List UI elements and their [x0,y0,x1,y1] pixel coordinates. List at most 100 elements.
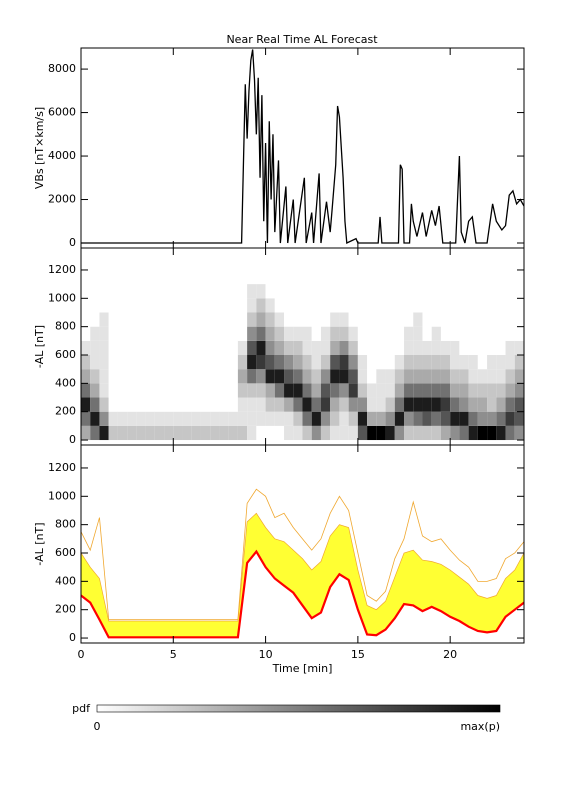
pdf-cell [514,397,524,412]
pdf-cell [404,425,414,441]
pdf-cell [330,284,340,299]
pdf-cell [154,312,165,327]
pdf-cell [247,425,257,441]
pdf-cell [394,312,405,327]
pdf-cell [413,284,423,299]
pdf-cell [90,425,100,441]
pdf-cell [339,284,349,299]
y-tick-label: 800 [55,320,76,333]
pdf-cell [431,312,441,327]
pdf-cell [265,369,275,384]
pdf-cell [385,298,395,313]
pdf-cell [274,411,285,426]
pdf-cell [302,312,312,327]
pdf-cell [108,284,118,299]
y-axis-label: -AL [nT] [33,325,46,368]
pdf-cell [487,298,497,313]
pdf-cell [440,369,451,384]
pdf-cell [136,397,146,412]
pdf-cell [265,383,275,398]
median-area [81,551,524,639]
pdf-cell [136,411,146,426]
pdf-cell [265,284,275,299]
pdf-cell [450,369,460,384]
pdf-cell [404,284,414,299]
pdf-cell [173,425,183,441]
pdf-cell [320,383,331,398]
pdf-cell [459,284,469,299]
pdf-cell [210,312,220,327]
pdf-cell [505,369,515,384]
pdf-cell [413,411,423,426]
pdf-cell [164,326,174,341]
pdf-cell [182,355,192,370]
pdf-cell [200,383,211,398]
pdf-cell [127,340,137,356]
pdf-cell [496,326,506,341]
pdf-cell [293,397,303,412]
pdf-cell [182,284,192,299]
pdf-cell [164,340,174,356]
pdf-cell [302,369,312,384]
pdf-cell [339,397,349,412]
pdf-cell [311,312,321,327]
pdf-cell [117,284,128,299]
pdf-cell [274,326,285,341]
pdf-cell [514,284,524,299]
pdf-cell [311,369,321,384]
pdf-cell [487,369,497,384]
pdf-cell [459,355,469,370]
pdf-cell [99,326,109,341]
pdf-cell [505,284,515,299]
pdf-cell [413,425,423,441]
pdf-cell [394,326,405,341]
pdf-cell [422,411,432,426]
colorbar [96,704,501,713]
pdf-cell [237,411,248,426]
pdf-cell [210,369,220,384]
pdf-cell [274,383,285,398]
pdf-cell [127,355,137,370]
pdf-cell [302,411,312,426]
pdf-cell [284,355,294,370]
pdf-cell [284,369,294,384]
pdf-cell [357,397,368,412]
pdf-cell [440,298,451,313]
pdf-cell [431,411,441,426]
pdf-cell [237,355,248,370]
pdf-cell [330,383,340,398]
y-tick-label: 800 [55,518,76,531]
pdf-cell [210,298,220,313]
pdf-cell [274,369,285,384]
pdf-cell [385,425,395,441]
pdf-cell [284,340,294,356]
pdf-cell [108,411,118,426]
pdf-cell [450,355,460,370]
pdf-cell [357,298,368,313]
pdf-cell [228,383,238,398]
pdf-cell [505,312,515,327]
pdf-cell [284,284,294,299]
pdf-cell [468,298,478,313]
pdf-cell [450,298,460,313]
pdf-cell [348,369,358,384]
pdf-cell [293,298,303,313]
vbs-line [81,49,524,244]
pdf-cell [256,425,266,441]
pdf-cell [367,312,377,327]
pdf-cell [468,284,478,299]
pdf-cell [256,369,266,384]
pdf-cell [219,383,229,398]
pdf-cell [394,298,405,313]
pdf-cell [496,383,506,398]
pdf-cell [496,425,506,441]
pdf-cell [210,397,220,412]
pdf-cell [284,383,294,398]
pdf-cell [339,369,349,384]
pdf-cell [274,425,285,441]
pdf-cell [274,312,285,327]
pdf-cell [164,298,174,313]
pdf-cell [182,397,192,412]
pdf-cell [385,355,395,370]
